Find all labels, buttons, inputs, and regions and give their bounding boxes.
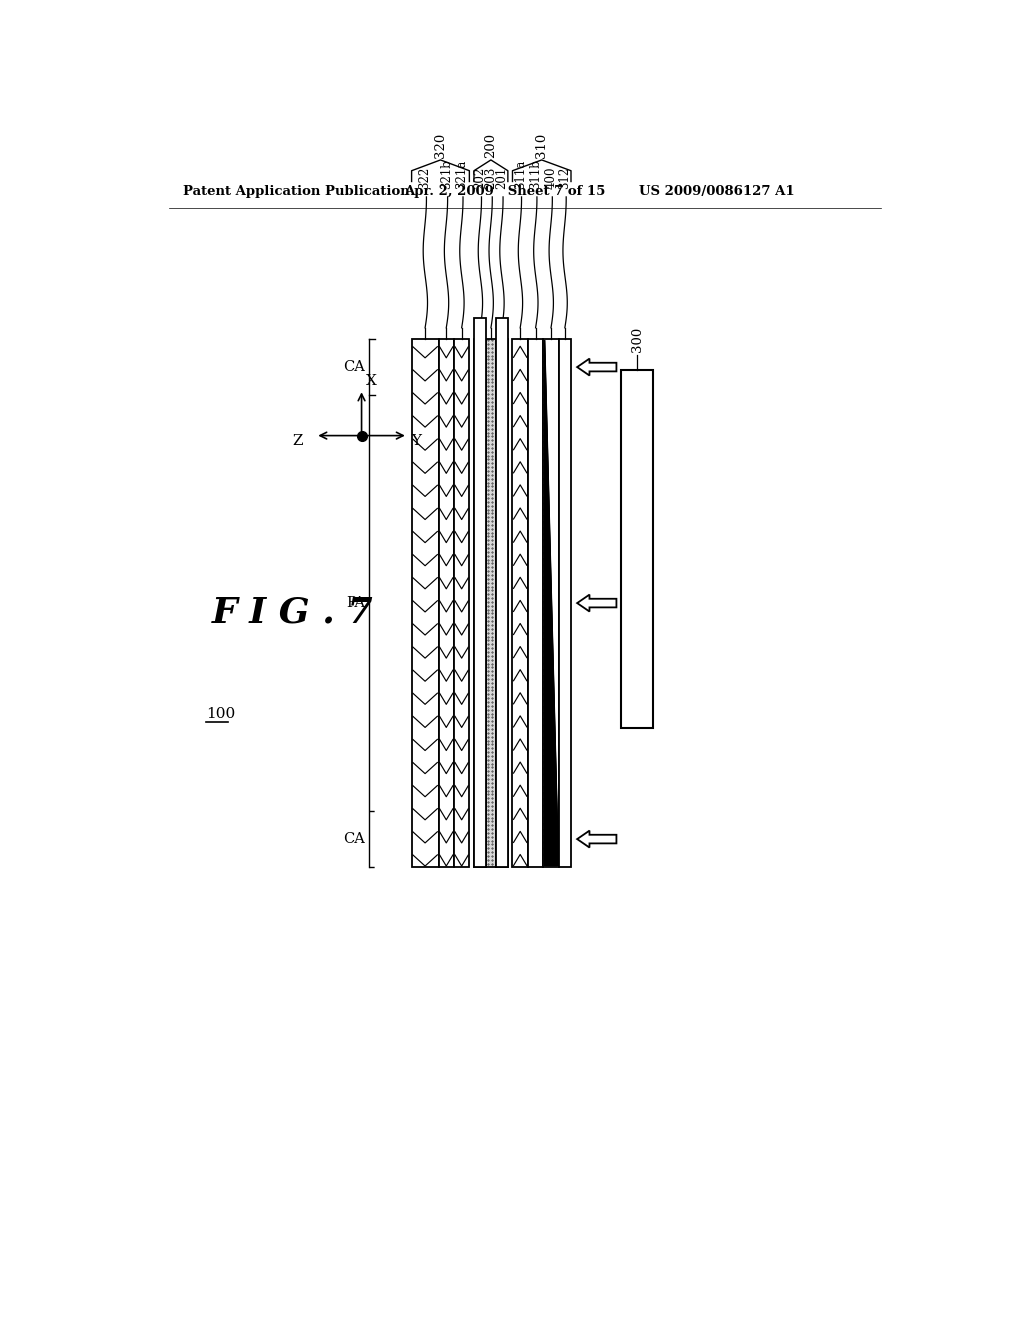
Text: 310: 310 bbox=[536, 132, 548, 157]
Polygon shape bbox=[578, 594, 616, 611]
Text: 400: 400 bbox=[545, 166, 557, 189]
Bar bbox=[486, 339, 496, 867]
Text: CA: CA bbox=[343, 360, 366, 374]
Text: CA: CA bbox=[343, 832, 366, 846]
Bar bbox=[496, 318, 508, 867]
Bar bbox=[512, 339, 528, 867]
Text: 322: 322 bbox=[419, 166, 431, 189]
Polygon shape bbox=[578, 359, 616, 376]
Bar bbox=[454, 339, 469, 867]
Text: F I G . 7: F I G . 7 bbox=[211, 595, 373, 630]
Text: 321a: 321a bbox=[455, 160, 468, 189]
Text: 320: 320 bbox=[434, 132, 447, 157]
Text: US 2009/0086127 A1: US 2009/0086127 A1 bbox=[639, 185, 795, 198]
Bar bbox=[559, 339, 571, 867]
Text: Patent Application Publication: Patent Application Publication bbox=[183, 185, 410, 198]
Text: Z: Z bbox=[293, 434, 303, 447]
Text: 202: 202 bbox=[474, 166, 486, 189]
Bar bbox=[496, 339, 508, 867]
Bar bbox=[474, 339, 486, 867]
Text: 100: 100 bbox=[206, 706, 236, 721]
Bar bbox=[412, 339, 438, 867]
Text: 300: 300 bbox=[631, 327, 644, 352]
Text: 311a: 311a bbox=[514, 160, 526, 189]
Text: Y: Y bbox=[411, 434, 421, 447]
Text: Apr. 2, 2009   Sheet 7 of 15: Apr. 2, 2009 Sheet 7 of 15 bbox=[403, 185, 605, 198]
Text: X: X bbox=[367, 374, 377, 388]
Text: 201: 201 bbox=[496, 166, 508, 189]
Bar bbox=[474, 318, 486, 867]
Text: 200: 200 bbox=[484, 132, 498, 157]
Polygon shape bbox=[578, 830, 616, 847]
Bar bbox=[528, 339, 544, 867]
Bar bbox=[544, 339, 559, 867]
Text: 203: 203 bbox=[484, 166, 498, 189]
Text: 312: 312 bbox=[558, 166, 571, 189]
Bar bbox=[438, 339, 454, 867]
Bar bbox=[621, 370, 653, 729]
Text: 311b: 311b bbox=[529, 160, 542, 189]
Text: 321b: 321b bbox=[439, 160, 453, 189]
Text: PA: PA bbox=[346, 597, 366, 610]
